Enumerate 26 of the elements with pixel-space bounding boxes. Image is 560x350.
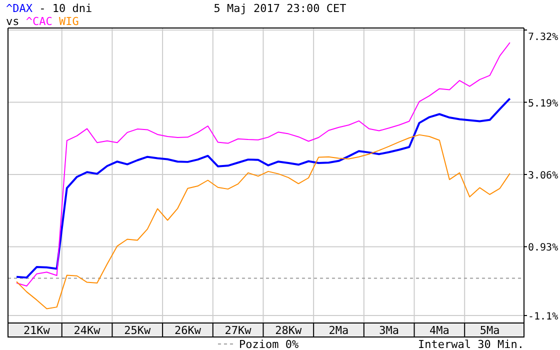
text: ^DAX — [6, 2, 33, 15]
chart-title: 5 Maj 2017 23:00 CET — [214, 2, 347, 15]
x-tick-label: 2Ma — [328, 324, 349, 337]
text: WIG — [52, 15, 79, 28]
line-series — [16, 98, 511, 279]
text: ^CAC — [19, 15, 52, 28]
text: vs — [6, 15, 20, 28]
y-tick-label: 7.32% — [528, 32, 558, 43]
x-tick-label: 27Kw — [224, 324, 252, 337]
y-tick-label: 0.93% — [528, 242, 558, 254]
y-tick-label: 5.19% — [528, 98, 558, 110]
y-tick-label: -1.1% — [528, 312, 558, 323]
x-tick-label: 24Kw — [74, 324, 101, 337]
line-series — [16, 134, 510, 310]
x-tick-label: 28Kw — [275, 324, 302, 337]
chart-subtitle: - 10 dni — [32, 2, 92, 15]
line-series — [16, 42, 510, 287]
x-tick-label: 26Kw — [174, 324, 202, 337]
x-tick-label: 4Ma — [429, 324, 450, 337]
x-tick-label: 21Kw — [23, 324, 50, 337]
x-tick-label: 25Kw — [124, 324, 151, 337]
y-tick-label: 3.06% — [528, 170, 558, 182]
x-tick-label: 5Ma — [480, 324, 500, 337]
x-tick-label: 3Ma — [379, 324, 400, 337]
legend-label: Poziom 0% — [239, 338, 299, 350]
text: Interwal 30 Min. — [418, 338, 524, 350]
